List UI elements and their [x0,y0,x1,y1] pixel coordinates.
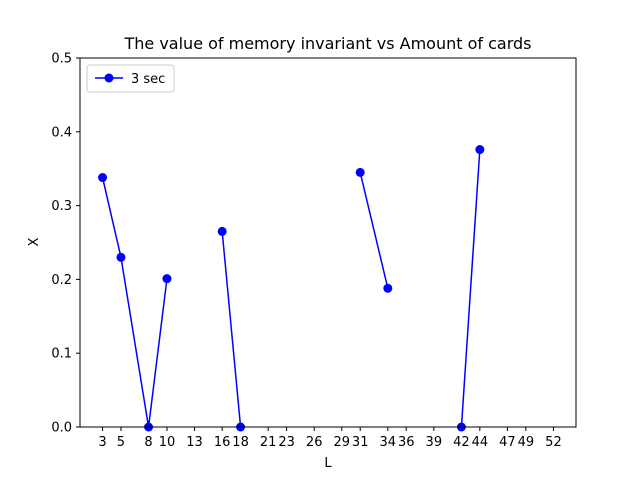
data-point [116,252,126,262]
plot-area [80,58,576,427]
y-tick-label: 0.2 [51,273,72,288]
x-tick-label: 44 [472,435,489,450]
series-3-sec [98,145,485,432]
data-point [475,145,485,155]
x-tick-label: 49 [518,435,535,450]
data-point [383,283,393,293]
x-tick-label: 13 [186,435,203,450]
x-tick-label: 8 [144,435,152,450]
x-tick-label: 47 [499,435,516,450]
series-line-segment [460,149,481,428]
legend-box [86,64,175,93]
legend-label: 3 sec [131,72,165,87]
data-point [217,226,227,236]
x-tick-label: 10 [159,435,176,450]
chart-title: The value of memory invariant vs Amount … [123,34,531,53]
legend: 3 sec [86,64,175,93]
x-tick-label: 3 [98,435,106,450]
x-tick-label: 23 [278,435,295,450]
y-axis-title: X [27,237,42,246]
x-tick-label: 36 [398,435,415,450]
series-line-segment [101,177,168,428]
x-tick-label: 34 [380,435,397,450]
y-tick-label: 0.3 [51,199,72,214]
x-axis-title: L [324,456,332,471]
y-tick-label: 0.5 [51,52,72,67]
data-point [355,167,365,177]
x-tick-label: 52 [545,435,562,450]
x-tick-label: 26 [306,435,323,450]
x-tick-label: 5 [117,435,125,450]
y-axis: 0.0 0.1 0.2 0.3 0.4 0.5 [51,52,80,436]
x-tick-label: 29 [334,435,351,450]
legend-marker-swatch [104,73,114,83]
x-tick-label: 16 [214,435,231,450]
plot-frame [79,57,577,428]
x-tick-label: 42 [453,435,470,450]
data-point [98,173,108,183]
data-point [162,274,172,284]
y-tick-label: 0.0 [51,421,72,436]
x-tick-label: 18 [232,435,249,450]
x-axis: 3 5 8 10 13 16 18 21 23 26 29 31 34 36 39 42 44 47 49 52 [98,427,562,450]
x-tick-label: 39 [426,435,443,450]
x-tick-label: 21 [260,435,277,450]
series-line-segment [221,231,242,428]
series-line-segment [359,172,389,289]
x-tick-label: 31 [352,435,369,450]
y-tick-label: 0.4 [51,125,72,140]
y-tick-label: 0.1 [51,347,72,362]
